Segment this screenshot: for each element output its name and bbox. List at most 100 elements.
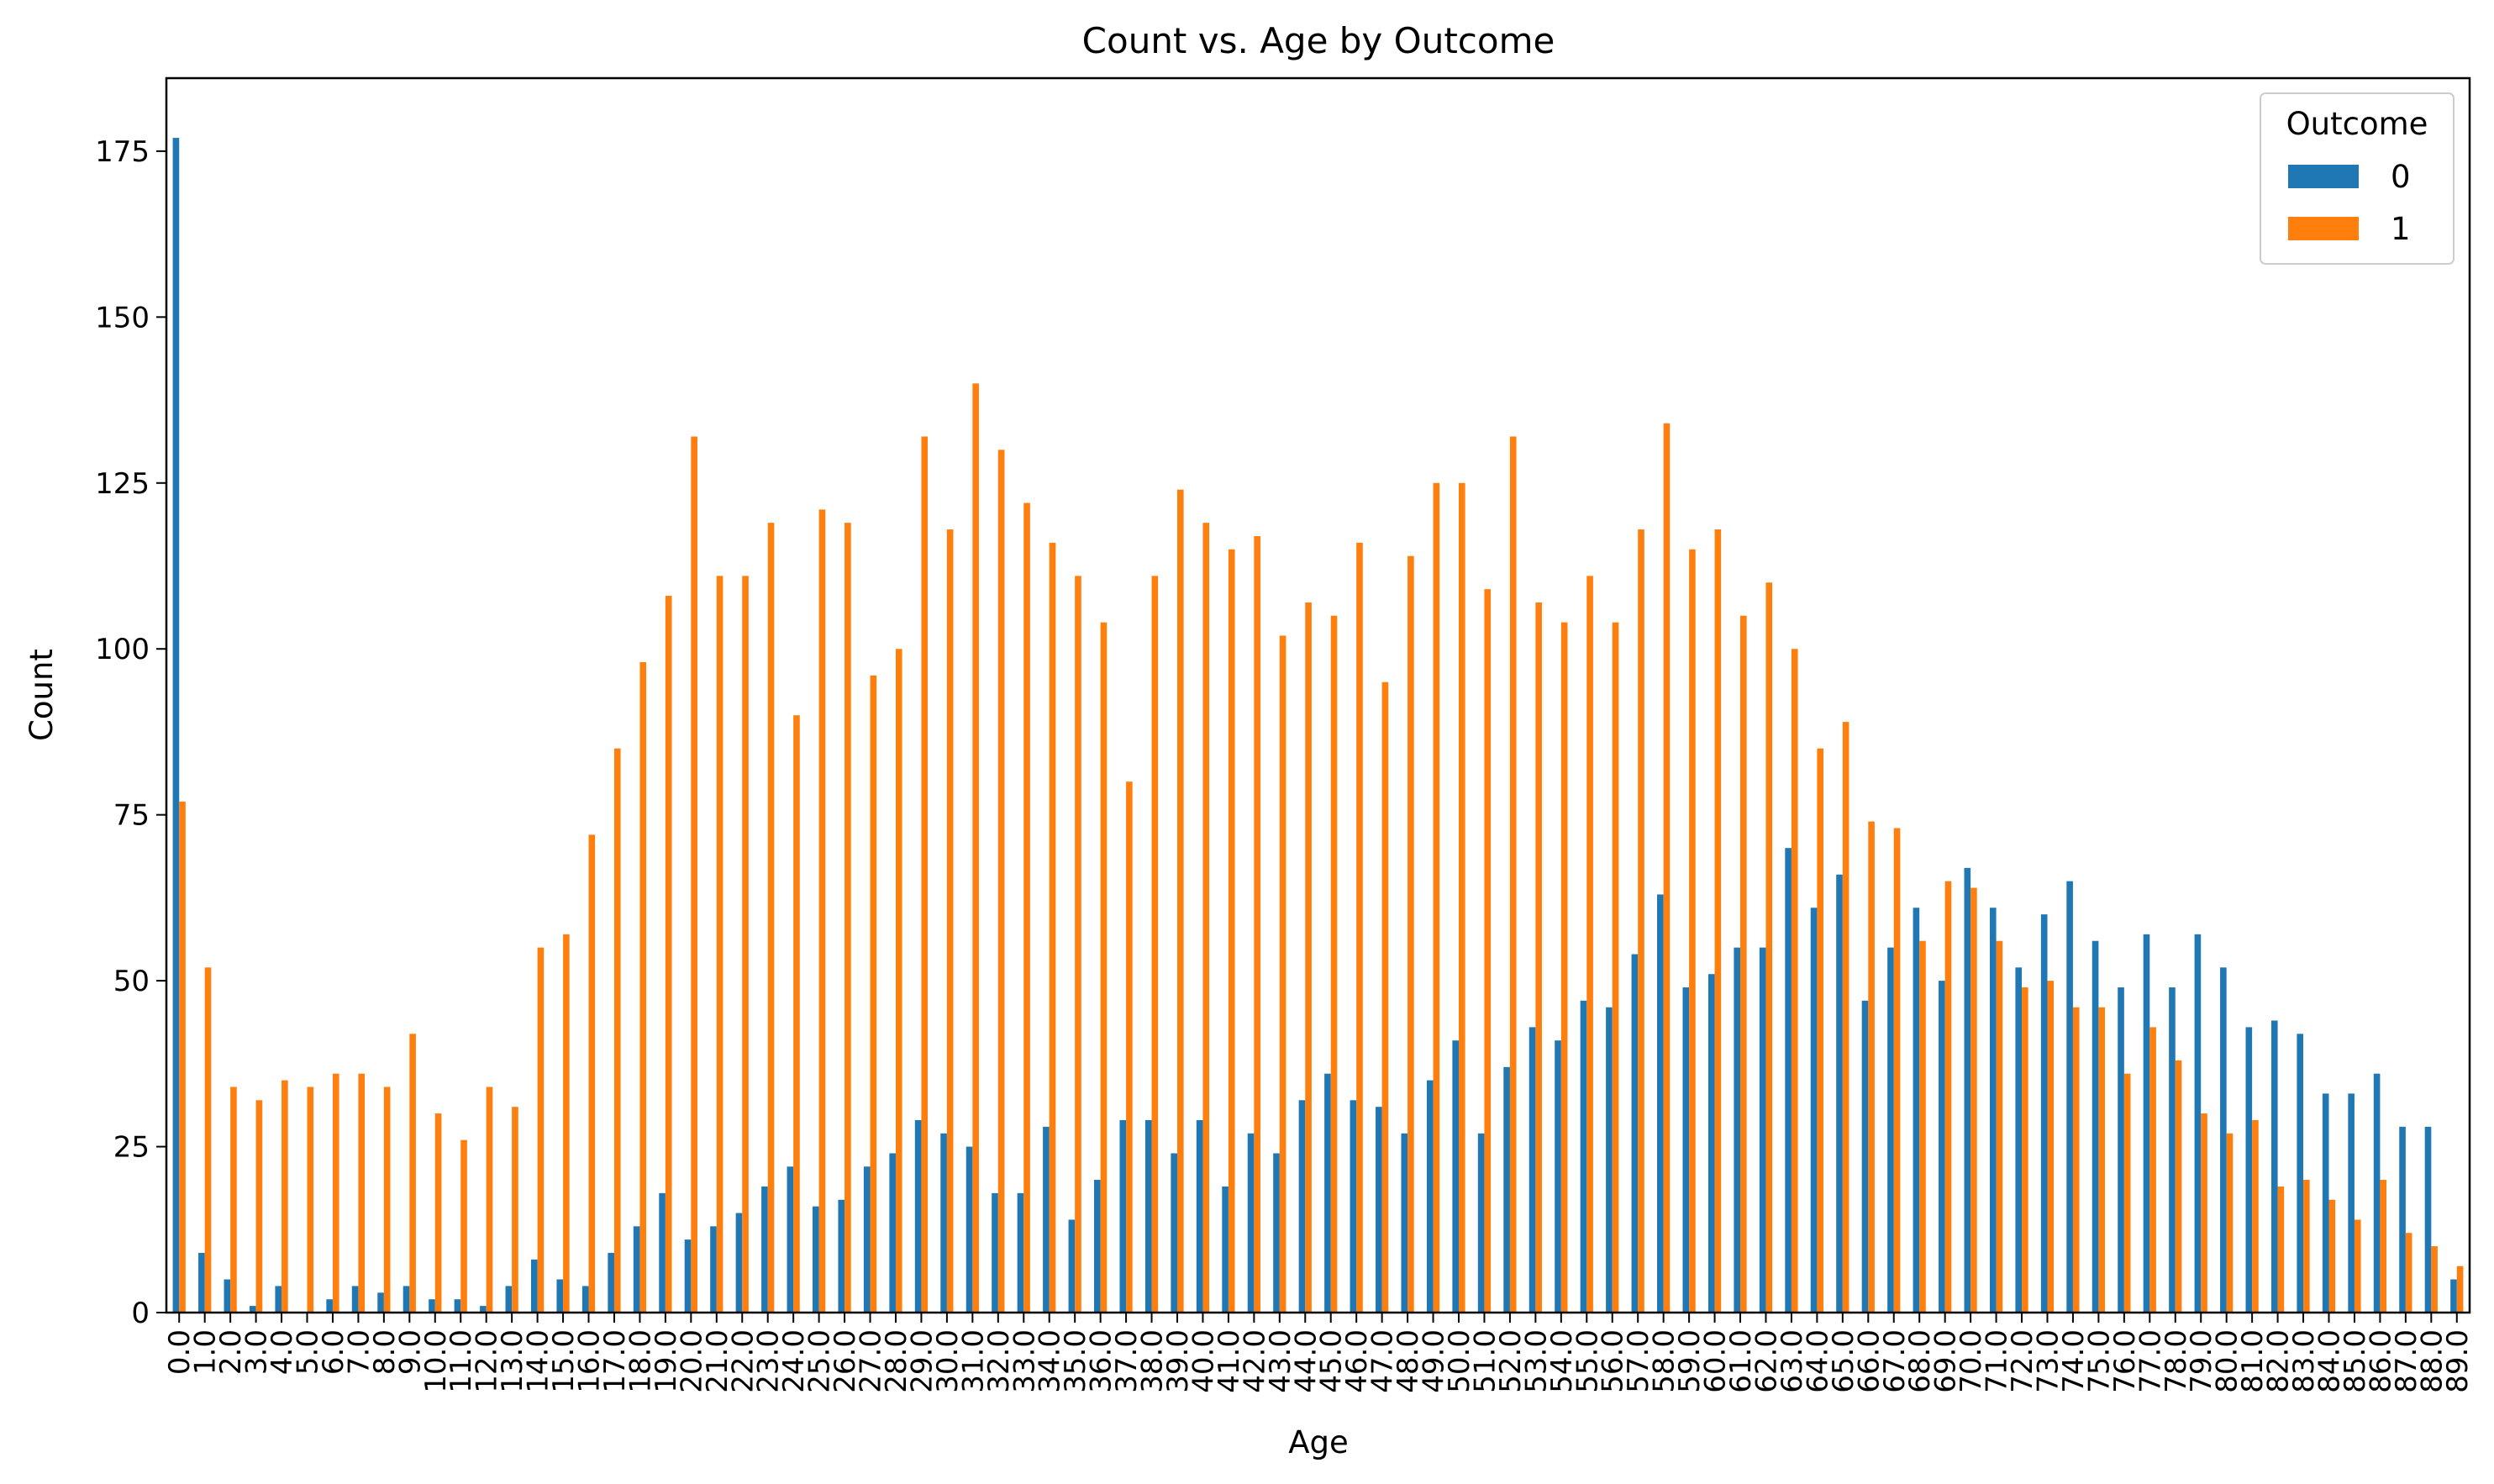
bar-s1-45.0 <box>1330 615 1338 1313</box>
x-tick-label: 16.0 <box>573 1329 607 1393</box>
legend-swatch-1 <box>2288 217 2359 240</box>
x-tick-label: 82.0 <box>2262 1329 2296 1393</box>
x-tick-label: 33.0 <box>1008 1329 1041 1393</box>
bar-s0-31.0 <box>966 1146 973 1313</box>
bar-s1-59.0 <box>1689 549 1696 1313</box>
bar-s1-71.0 <box>1996 940 2003 1313</box>
bar-s0-79.0 <box>2194 934 2202 1313</box>
bar-s1-0.0 <box>179 801 186 1313</box>
plot-area-frame <box>165 76 2471 1314</box>
bar-s1-25.0 <box>818 509 826 1313</box>
bar-s1-67.0 <box>1893 828 1901 1313</box>
bar-s0-67.0 <box>1887 947 1894 1313</box>
bar-s0-68.0 <box>1913 908 1920 1313</box>
bar-s0-66.0 <box>1861 1000 1869 1313</box>
bar-s0-28.0 <box>889 1153 896 1313</box>
bar-s1-88.0 <box>2431 1246 2438 1313</box>
x-tick-label: 80.0 <box>2211 1329 2244 1393</box>
y-tick-label: 150 <box>95 301 150 334</box>
x-tick-label: 71.0 <box>1981 1329 2014 1393</box>
bar-s0-87.0 <box>2399 1126 2406 1313</box>
bar-s0-25.0 <box>813 1206 819 1313</box>
bar-s1-9.0 <box>409 1034 416 1313</box>
bar-s0-49.0 <box>1426 1080 1434 1313</box>
bar-s0-88.0 <box>2424 1126 2432 1313</box>
x-tick-label: 22.0 <box>726 1329 760 1393</box>
bar-s0-53.0 <box>1528 1027 1536 1313</box>
x-tick-label: 14.0 <box>522 1329 555 1393</box>
x-tick-label: 74.0 <box>2057 1329 2091 1393</box>
bar-s1-11.0 <box>460 1139 467 1313</box>
bar-s1-32.0 <box>997 450 1005 1313</box>
bar-s1-43.0 <box>1279 635 1286 1313</box>
bar-s1-40.0 <box>1202 523 1210 1313</box>
x-tick-label: 78.0 <box>2160 1329 2193 1393</box>
bar-s0-56.0 <box>1606 1007 1613 1313</box>
bar-s1-52.0 <box>1509 436 1517 1313</box>
x-tick-label: 88.0 <box>2415 1329 2449 1393</box>
x-tick-label: 41.0 <box>1213 1329 1246 1393</box>
bar-s1-29.0 <box>921 436 929 1313</box>
bar-s1-54.0 <box>1560 622 1568 1313</box>
bar-s0-10.0 <box>429 1299 435 1313</box>
bar-s1-56.0 <box>1612 622 1619 1313</box>
x-tick-label: 0.0 <box>163 1329 197 1375</box>
bar-s1-3.0 <box>255 1100 263 1313</box>
bar-s1-21.0 <box>716 576 723 1313</box>
x-tick-label: 49.0 <box>1418 1329 1451 1393</box>
x-tick-label: 31.0 <box>956 1329 990 1393</box>
x-tick-label: 10.0 <box>419 1329 453 1393</box>
bar-s0-41.0 <box>1222 1186 1229 1313</box>
bar-s1-81.0 <box>2252 1119 2259 1313</box>
bar-s0-39.0 <box>1171 1153 1177 1313</box>
bar-s1-8.0 <box>383 1087 391 1313</box>
bar-s0-18.0 <box>633 1226 640 1313</box>
bar-s0-37.0 <box>1119 1119 1127 1313</box>
bar-s1-74.0 <box>2072 1007 2080 1313</box>
x-tick-label: 19.0 <box>650 1329 683 1393</box>
x-tick-label: 17.0 <box>598 1329 632 1393</box>
y-tick-label: 175 <box>95 135 150 169</box>
legend-label-1: 1 <box>2391 211 2411 247</box>
bar-s1-77.0 <box>2149 1027 2156 1313</box>
bar-s1-7.0 <box>358 1073 366 1313</box>
bar-s1-41.0 <box>1228 549 1235 1313</box>
bar-s1-31.0 <box>972 383 979 1313</box>
bar-s1-19.0 <box>665 596 672 1313</box>
bar-s1-26.0 <box>844 523 851 1313</box>
bar-s0-1.0 <box>198 1252 205 1313</box>
bar-s0-20.0 <box>684 1239 692 1313</box>
bar-s0-69.0 <box>1939 981 1945 1313</box>
x-tick-label: 4.0 <box>266 1329 299 1375</box>
chart-title: Count vs. Age by Outcome <box>1082 20 1555 61</box>
bar-s0-8.0 <box>377 1292 384 1313</box>
y-tick-label: 75 <box>113 799 150 833</box>
x-tick-label: 2.0 <box>214 1329 248 1375</box>
bar-s0-86.0 <box>2373 1073 2381 1313</box>
bar-s1-30.0 <box>946 529 954 1313</box>
x-tick-label: 18.0 <box>624 1329 657 1393</box>
bar-s0-13.0 <box>505 1286 513 1313</box>
y-tick-label: 100 <box>95 633 150 666</box>
x-tick-label: 45.0 <box>1315 1329 1349 1393</box>
bar-s1-27.0 <box>870 675 877 1313</box>
x-tick-label: 77.0 <box>2134 1329 2167 1393</box>
x-tick-label: 6.0 <box>317 1329 350 1375</box>
bar-s0-76.0 <box>2118 987 2124 1313</box>
bar-s1-5.0 <box>307 1087 314 1313</box>
bar-s1-23.0 <box>767 523 775 1313</box>
bar-s1-78.0 <box>2175 1060 2182 1313</box>
x-tick-label: 46.0 <box>1340 1329 1374 1393</box>
bar-s1-62.0 <box>1765 582 1773 1313</box>
bar-s1-80.0 <box>2226 1133 2234 1313</box>
bar-s1-64.0 <box>1817 748 1823 1313</box>
x-axis: 0.01.02.03.04.05.06.07.08.09.010.011.012… <box>163 1313 2475 1393</box>
bar-s0-50.0 <box>1452 1040 1459 1313</box>
bar-s0-65.0 <box>1836 874 1843 1313</box>
y-axis: 0 25 50 75 100 125 150 175 <box>95 135 166 1330</box>
bar-s1-16.0 <box>588 834 596 1313</box>
legend-title: Outcome <box>2286 106 2428 142</box>
bar-s1-68.0 <box>1919 940 1926 1313</box>
x-tick-label: 54.0 <box>1545 1329 1579 1393</box>
bar-s0-74.0 <box>2066 881 2073 1313</box>
